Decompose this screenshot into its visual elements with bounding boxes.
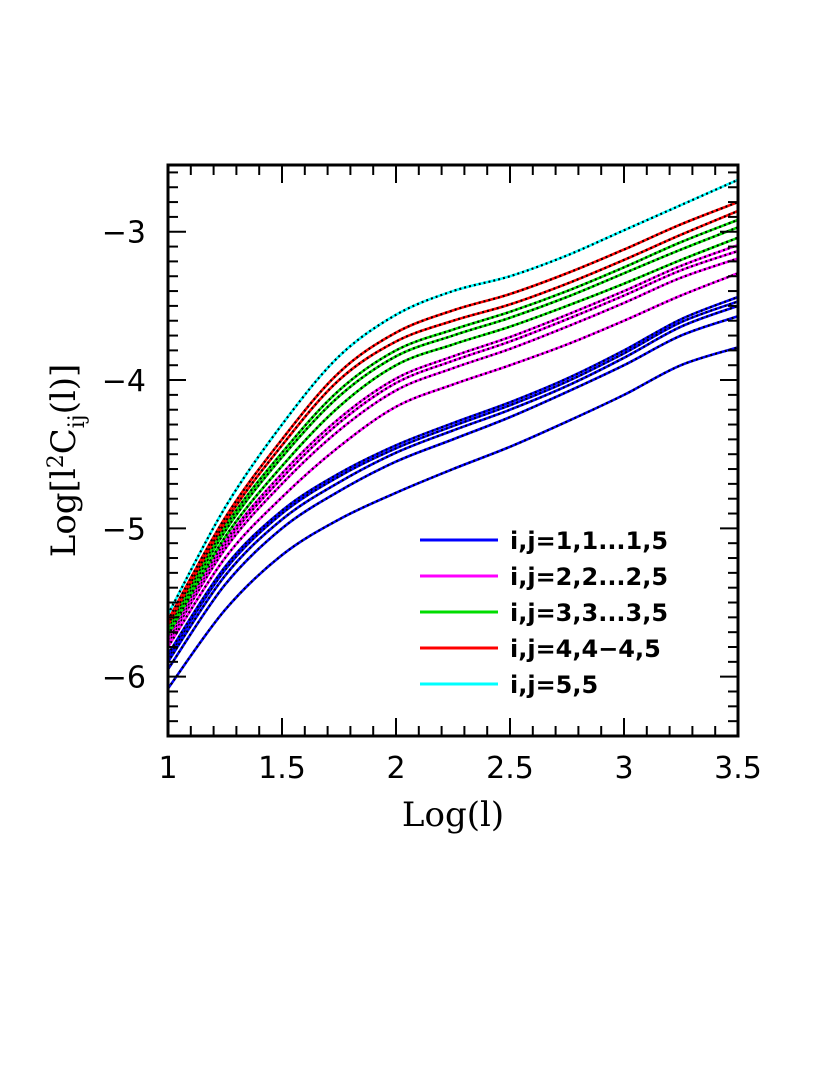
series-dotted-overlay-3: [167, 300, 739, 658]
y-tick-label: −3: [102, 216, 146, 251]
plot-frame: [166, 163, 740, 738]
ticks-layer: [167, 165, 739, 737]
y-tick-label: −4: [102, 364, 146, 399]
series-dotted-overlay-13: [167, 201, 739, 621]
series-line-group4-13: [166, 200, 739, 621]
x-tick-label: 2.5: [486, 751, 534, 786]
x-tick-label: 1.5: [258, 751, 306, 786]
legend: i,j=1,1...1,5 i,j=2,2...2,5 i,j=3,3...3,5 i…: [420, 527, 668, 699]
series-dotted-overlay-4: [167, 295, 739, 656]
x-tick-label: 3.5: [714, 751, 762, 786]
series-dotted-overlay-7: [167, 249, 739, 641]
y-tick-label: −5: [102, 512, 146, 547]
series-dotted-overlay-2: [167, 304, 739, 663]
series-dotted-overlay-11: [167, 218, 739, 629]
series-dotted-overlay-8: [167, 244, 739, 638]
series-line-group1-1: [166, 315, 739, 670]
y-axis-label-post: (l)]: [44, 364, 84, 415]
y-axis-label-pre: Log[l: [44, 468, 84, 557]
legend-label-4: i,j=4,4−4,5: [510, 635, 661, 663]
y-axis-label-mid: C: [44, 428, 84, 454]
series-line-group1-0: [166, 346, 739, 690]
legend-label-1: i,j=1,1...1,5: [510, 527, 668, 555]
y-axis-label-sup: 2: [44, 454, 69, 468]
x-tick-label: 1: [158, 751, 177, 786]
y-axis-label-sub: ij: [65, 414, 90, 428]
series-dotted-overlay-9: [167, 236, 739, 636]
series-dotted-overlay-6: [167, 257, 739, 644]
x-axis-label: Log(l): [402, 795, 504, 835]
series-line-group4-12: [166, 209, 739, 626]
tick-labels-layer: 1 1.5 2 2.5 3 3.5 −6 −5 −4 −3: [102, 216, 762, 786]
legend-label-3: i,j=3,3...3,5: [510, 599, 668, 627]
y-axis-label: Log[l2Cij(l)]: [44, 364, 90, 558]
series-line-group2-5: [166, 272, 739, 648]
series-dotted-overlay-14: [167, 178, 739, 615]
series-dotted-overlay-10: [167, 226, 739, 632]
curves-layer: [166, 178, 739, 690]
legend-label-2: i,j=2,2...2,5: [510, 563, 668, 591]
x-tick-label: 2: [386, 751, 405, 786]
legend-label-5: i,j=5,5: [510, 671, 598, 699]
y-tick-label: −6: [102, 661, 146, 696]
x-tick-label: 3: [614, 751, 633, 786]
